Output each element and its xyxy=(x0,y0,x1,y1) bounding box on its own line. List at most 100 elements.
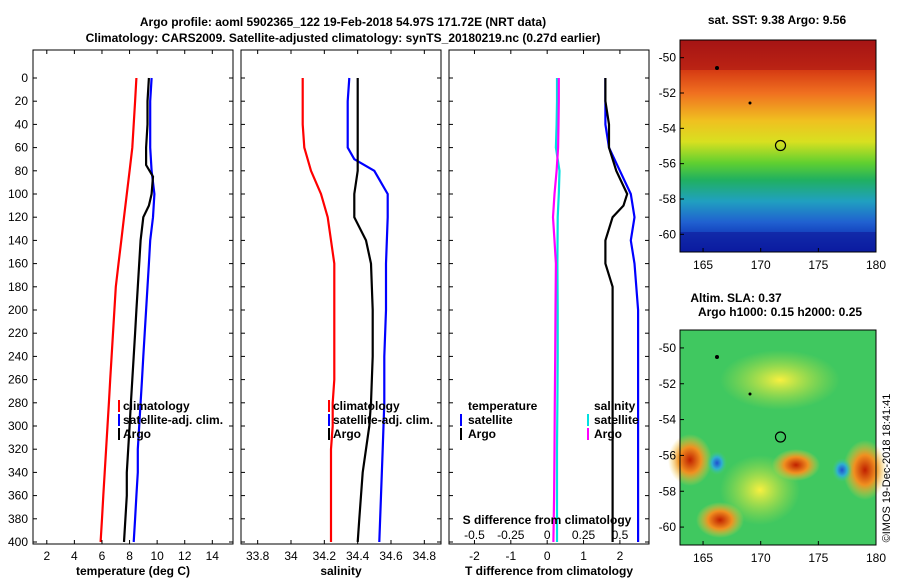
map-y-tick-label: -56 xyxy=(659,448,677,462)
sla-low-anomaly xyxy=(707,451,727,475)
x-tick-label: 33.8 xyxy=(246,549,270,563)
series-line-satellite-adj-clim- xyxy=(346,77,389,543)
difference-legend: temperature satellite Argo salinity sate… xyxy=(460,399,639,441)
legend-temp-satellite: satellite xyxy=(468,413,513,427)
depth-tick-label: 380 xyxy=(8,512,28,526)
sla-high-anomaly xyxy=(668,434,712,486)
series-line-satellite-adj-clim- xyxy=(132,77,156,543)
depth-tick-label: 140 xyxy=(8,233,28,247)
legend-argo: Argo xyxy=(123,427,151,441)
depth-tick-label: 120 xyxy=(8,210,28,224)
sst-cold-band xyxy=(680,232,876,252)
legend-swatch-temp-satellite xyxy=(460,414,462,426)
series-line-temperature-argo xyxy=(604,78,629,542)
map-y-tick-label: -60 xyxy=(659,227,677,241)
map-x-tick-label: 165 xyxy=(693,551,713,565)
x-tick-label: 8 xyxy=(126,549,133,563)
legend-satellite-adj: satellite-adj. clim. xyxy=(123,413,223,427)
s-diff-tick-label: -0.25 xyxy=(497,528,525,542)
sst-heatmap xyxy=(680,40,876,252)
map-y-tick-label: -56 xyxy=(659,157,677,171)
salinity-difference-ticks: -0.5 -0.25 0 0.25 0.5 xyxy=(464,528,628,542)
difference-plot-frame xyxy=(448,49,650,545)
map-y-tick-label: -50 xyxy=(659,341,677,355)
x-tick-label: 2 xyxy=(617,549,624,563)
x-tick-label: 2 xyxy=(43,549,50,563)
x-tick-label: 1 xyxy=(580,549,587,563)
temperature-legend: climatology satellite-adj. clim. Argo xyxy=(118,399,223,441)
series-line-temperature-satellite xyxy=(604,78,640,542)
depth-tick-label: 40 xyxy=(15,117,29,131)
map-y-tick-label: -52 xyxy=(659,377,677,391)
depth-tick-label: 20 xyxy=(15,94,29,108)
temperature-plot-frame xyxy=(32,49,234,545)
map-y-tick-label: -58 xyxy=(659,192,677,206)
depth-tick-label: 240 xyxy=(8,349,28,363)
depth-tick-label: 340 xyxy=(8,465,28,479)
salinity-x-ticks: 33.8 34 34.2 34.4 34.6 34.8 xyxy=(246,50,436,563)
x-tick-label: -2 xyxy=(469,549,480,563)
salinity-plot-frame xyxy=(240,49,442,545)
map-x-tick-label: 180 xyxy=(866,258,886,272)
sla-low-anomaly xyxy=(832,458,852,482)
legend-swatch-satellite xyxy=(118,414,120,426)
legend-swatch-argo xyxy=(328,428,330,440)
sst-map-ticks: 165 170 175 180 -50 -52 -54 -56 -58 -60 xyxy=(659,51,887,272)
legend-swatch-sal-argo xyxy=(587,428,589,440)
temperature-x-ticks: 2 4 6 8 10 12 14 xyxy=(43,50,219,563)
difference-x-label: T difference from climatology xyxy=(465,564,633,578)
legend-swatch-climatology xyxy=(328,400,330,412)
map-x-tick-label: 175 xyxy=(808,551,828,565)
sst-map: 165 170 175 180 -50 -52 -54 -56 -58 -60 xyxy=(659,39,887,272)
series-line-climatology xyxy=(301,78,336,542)
map-x-tick-label: 175 xyxy=(808,258,828,272)
x-tick-label: 34.6 xyxy=(379,549,403,563)
sst-map-title: sat. SST: 9.38 Argo: 9.56 xyxy=(708,13,847,27)
legend-sal-argo: Argo xyxy=(594,427,622,441)
imos-credit: ©IMOS 19-Dec-2018 18:41:41 xyxy=(881,394,893,543)
salinity-x-label: salinity xyxy=(320,564,362,578)
difference-series xyxy=(551,78,640,543)
legend-climatology: climatology xyxy=(333,399,400,413)
depth-tick-label: 0 xyxy=(21,71,28,85)
legend-sal-satellite: satellite xyxy=(594,413,639,427)
x-tick-label: -1 xyxy=(505,549,516,563)
x-tick-label: 34.2 xyxy=(313,549,337,563)
salinity-legend: climatology satellite-adj. clim. Argo xyxy=(328,399,433,441)
depth-tick-label: 400 xyxy=(8,535,28,549)
x-tick-label: 12 xyxy=(178,549,192,563)
sla-argo-point xyxy=(748,392,752,396)
sla-profile-marker xyxy=(774,431,787,443)
map-x-tick-label: 170 xyxy=(751,258,771,272)
sla-map-title: Altim. SLA: 0.37 xyxy=(690,291,782,305)
sla-positive-anomaly xyxy=(720,350,840,410)
map-y-tick-label: -50 xyxy=(659,51,677,65)
s-diff-tick-label: 0.25 xyxy=(572,528,596,542)
header-title: Argo profile: aoml 5902365_122 19-Feb-20… xyxy=(140,15,546,29)
map-x-tick-label: 170 xyxy=(751,551,771,565)
sla-argo-point xyxy=(715,355,719,359)
salinity-series xyxy=(301,77,389,543)
map-x-tick-label: 165 xyxy=(693,258,713,272)
x-tick-label: 14 xyxy=(206,549,220,563)
sla-map-subtitle: Argo h1000: 0.15 h2000: 0.25 xyxy=(698,305,862,319)
legend-swatch-temp-argo xyxy=(460,428,462,440)
sst-argo-point xyxy=(715,66,719,70)
legend-salinity-header: salinity xyxy=(594,399,636,413)
map-y-tick-label: -52 xyxy=(659,86,677,100)
s-diff-tick-label: -0.5 xyxy=(464,528,485,542)
legend-swatch-sal-satellite xyxy=(587,414,589,426)
x-tick-label: 10 xyxy=(150,549,164,563)
depth-tick-label: 100 xyxy=(8,187,28,201)
depth-tick-label: 300 xyxy=(8,419,28,433)
sst-argo-point xyxy=(748,101,752,105)
difference-x-ticks: -2 -1 0 1 2 xyxy=(469,50,624,563)
series-line-salinity-argo xyxy=(551,78,560,543)
legend-climatology: climatology xyxy=(123,399,190,413)
x-tick-label: 34 xyxy=(284,549,298,563)
depth-tick-label: 320 xyxy=(8,442,28,456)
sst-profile-marker xyxy=(774,139,787,152)
map-y-tick-label: -54 xyxy=(659,413,677,427)
sst-warm-band xyxy=(680,40,876,70)
x-tick-label: 6 xyxy=(99,549,106,563)
